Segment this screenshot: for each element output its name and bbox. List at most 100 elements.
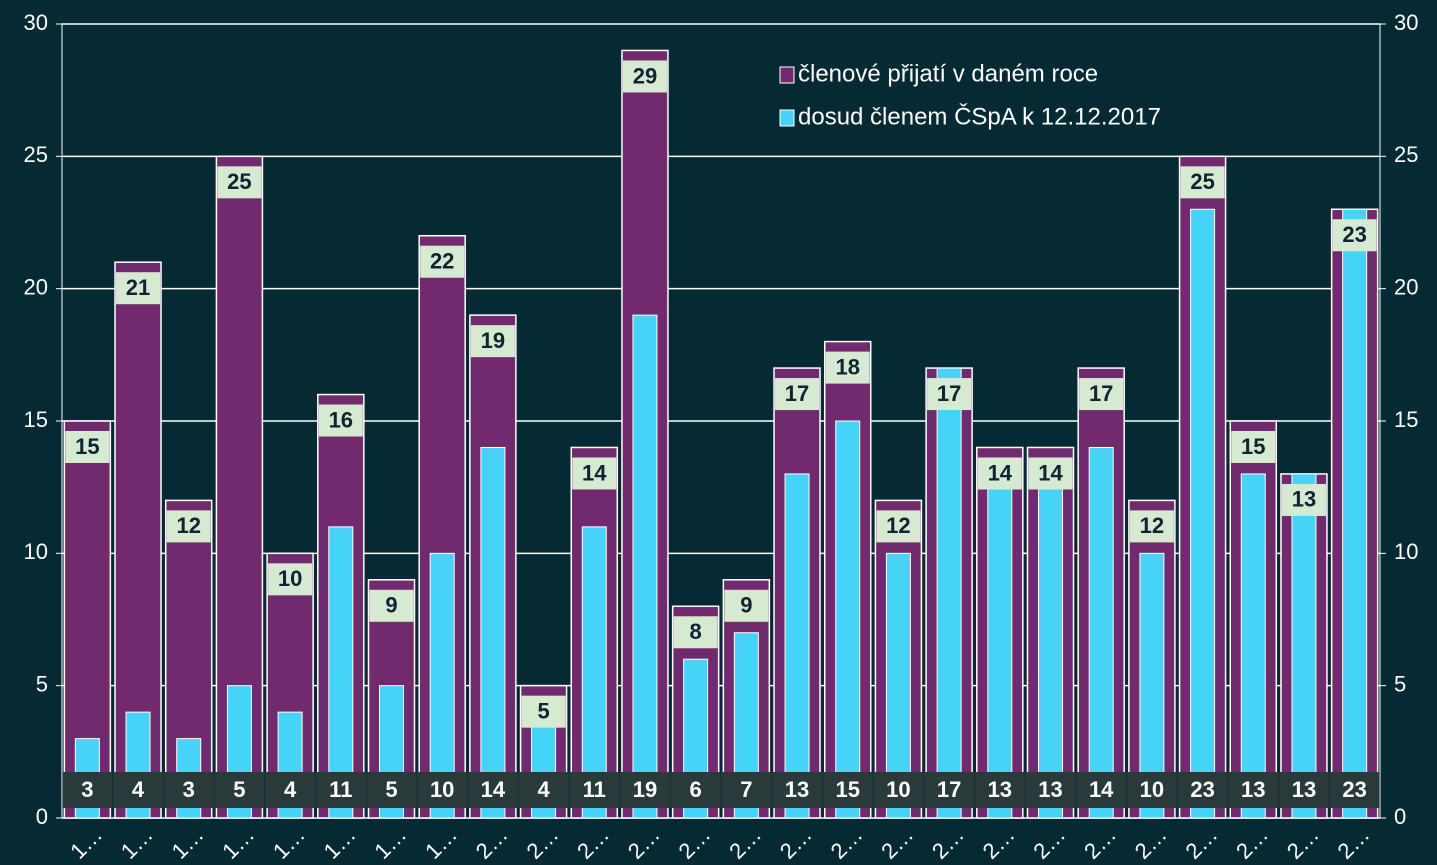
value-label: 16 — [329, 407, 353, 432]
x-tick-label: 1… — [217, 822, 259, 864]
value-label-box — [417, 772, 468, 808]
x-tick-label: 2… — [1130, 822, 1172, 864]
value-label-box — [268, 563, 313, 596]
value-label-box — [670, 772, 721, 808]
x-tick-label: 1… — [65, 822, 107, 864]
value-label-box — [62, 772, 113, 808]
value-label: 7 — [740, 777, 752, 802]
value-label-box — [521, 695, 566, 728]
x-tick-label: 1… — [167, 822, 209, 864]
value-label-box — [974, 772, 1025, 808]
value-label-box — [116, 272, 161, 305]
bar — [1342, 208, 1368, 819]
value-label: 10 — [886, 777, 910, 802]
y2-tick-label: 25 — [1394, 142, 1418, 167]
bar — [936, 367, 962, 819]
value-label-box — [467, 772, 518, 808]
value-label: 22 — [430, 249, 454, 274]
x-tick-label: 1… — [369, 822, 411, 864]
x-tick-label: 2… — [1028, 822, 1070, 864]
bar — [1088, 446, 1114, 819]
value-label: 10 — [278, 566, 302, 591]
value-label-box — [1079, 378, 1124, 411]
x-tick-label: 2… — [1180, 822, 1222, 864]
value-label: 5 — [537, 698, 549, 723]
y2-tick-label: 30 — [1394, 10, 1418, 35]
value-label-box — [65, 431, 110, 463]
value-label: 3 — [183, 777, 195, 802]
value-label-box — [673, 616, 718, 649]
y-tick-label: 30 — [24, 10, 48, 35]
y2-tick-label: 0 — [1394, 804, 1406, 829]
value-label-box — [876, 510, 921, 543]
value-label: 13 — [785, 777, 809, 802]
value-label-box — [1028, 457, 1073, 490]
value-label: 23 — [1190, 777, 1214, 802]
y2-tick-label: 15 — [1394, 407, 1418, 432]
x-tick-label: 2… — [623, 822, 665, 864]
value-label-box — [977, 457, 1022, 490]
value-label-box — [1329, 772, 1380, 808]
value-label-box — [619, 772, 670, 808]
value-label-box — [721, 772, 772, 808]
legend-swatch — [779, 109, 795, 127]
x-tick-label: 1… — [116, 822, 158, 864]
value-label: 3 — [81, 777, 93, 802]
value-label: 14 — [1089, 777, 1114, 802]
bar — [1240, 473, 1266, 819]
value-label: 25 — [227, 169, 251, 194]
x-tick-label: 2… — [775, 822, 817, 864]
value-label: 10 — [430, 777, 454, 802]
value-label-box — [1231, 431, 1276, 463]
value-label: 12 — [886, 513, 910, 538]
value-label: 10 — [1140, 777, 1164, 802]
value-label-box — [315, 772, 366, 808]
value-label-box — [1129, 510, 1174, 543]
value-label-box — [265, 772, 316, 808]
value-label-box — [214, 772, 265, 808]
value-label: 17 — [937, 381, 961, 406]
value-label-box — [1228, 772, 1279, 808]
y-tick-label: 20 — [24, 274, 48, 299]
value-label: 6 — [690, 777, 702, 802]
value-label: 14 — [988, 460, 1013, 485]
x-tick-label: 2… — [978, 822, 1020, 864]
y-tick-label: 25 — [24, 142, 48, 167]
value-label: 4 — [132, 777, 145, 802]
value-label: 23 — [1342, 222, 1366, 247]
value-label: 21 — [126, 275, 150, 300]
bar — [835, 420, 861, 819]
value-label-box — [318, 404, 363, 437]
value-label: 23 — [1342, 777, 1366, 802]
x-tick-label: 2… — [572, 822, 614, 864]
y-tick-label: 15 — [24, 407, 48, 432]
value-label-box — [569, 772, 620, 808]
value-label-box — [420, 245, 465, 278]
y-tick-label: 0 — [36, 804, 48, 829]
value-label: 17 — [1089, 381, 1113, 406]
value-label-box — [1025, 772, 1076, 808]
x-tick-label: 1… — [319, 822, 361, 864]
y2-tick-label: 5 — [1394, 671, 1406, 696]
value-label: 18 — [835, 354, 859, 379]
x-tick-label: 2… — [927, 822, 969, 864]
value-label: 19 — [481, 328, 505, 353]
value-label-box — [1332, 219, 1377, 252]
bar — [1038, 473, 1063, 819]
bar — [328, 526, 354, 819]
value-label-box — [366, 772, 417, 808]
value-label: 13 — [988, 777, 1012, 802]
x-tick-label: 2… — [1282, 822, 1324, 864]
value-label: 14 — [1038, 460, 1063, 485]
value-label: 19 — [633, 777, 657, 802]
value-label-box — [166, 510, 211, 543]
value-label: 15 — [1241, 434, 1265, 459]
bar — [784, 473, 810, 819]
bar — [1190, 208, 1216, 819]
value-label: 5 — [385, 777, 397, 802]
value-label: 15 — [835, 777, 859, 802]
value-label: 9 — [740, 593, 752, 618]
value-label: 13 — [1292, 777, 1316, 802]
value-label-box — [825, 351, 870, 384]
